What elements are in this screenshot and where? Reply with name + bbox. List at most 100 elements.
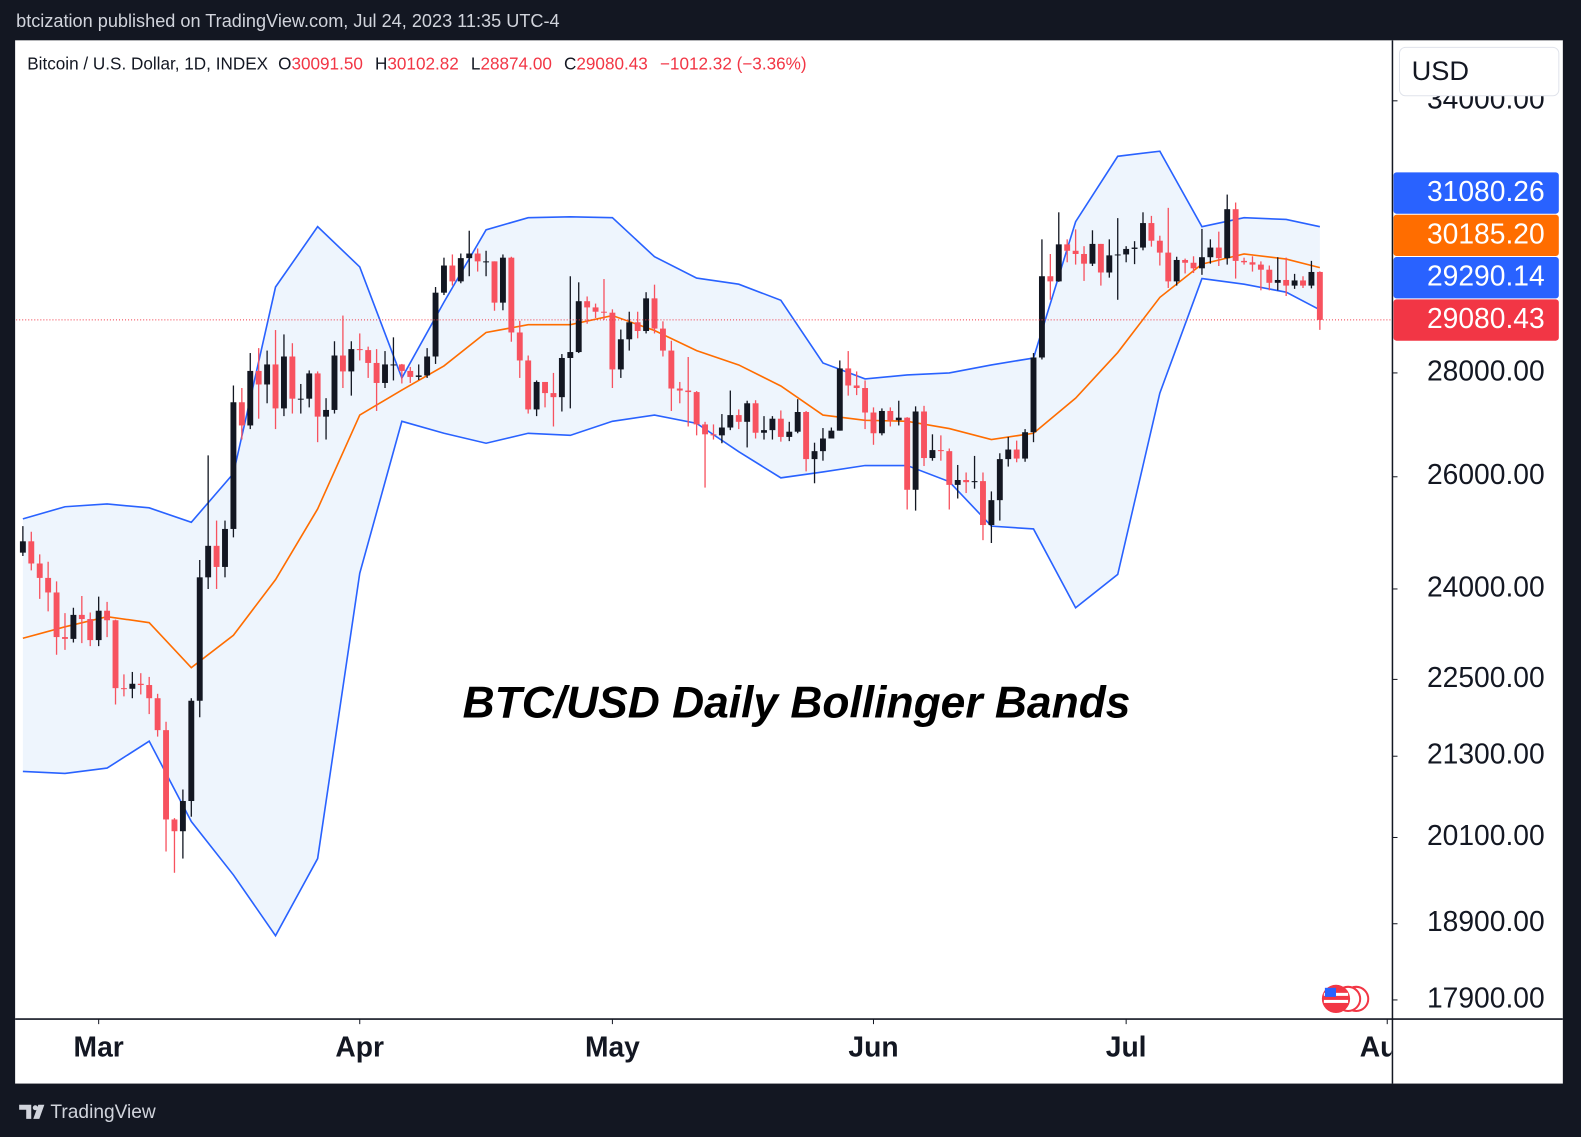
candle-body bbox=[230, 402, 237, 529]
band-line bbox=[22, 253, 1321, 669]
candle-body bbox=[558, 357, 565, 398]
candle-body bbox=[651, 298, 658, 329]
candle-body bbox=[971, 481, 978, 483]
candle-body bbox=[112, 620, 119, 689]
candle-body bbox=[1274, 279, 1281, 283]
candle-body bbox=[171, 819, 178, 832]
candle-body bbox=[718, 427, 725, 436]
candle-body bbox=[1089, 243, 1096, 264]
candle-body bbox=[441, 265, 447, 293]
y-tick-label: 20100.00 bbox=[1427, 819, 1545, 851]
candle-body bbox=[786, 431, 793, 437]
candle-body bbox=[120, 688, 127, 690]
candle-body bbox=[710, 434, 717, 436]
candle-body bbox=[424, 356, 431, 376]
candle-body bbox=[525, 360, 532, 410]
candle-body bbox=[584, 301, 591, 308]
legend-key: O bbox=[278, 53, 291, 73]
candle-body bbox=[988, 500, 995, 526]
price-badge bbox=[1393, 214, 1559, 257]
candle-body bbox=[1300, 280, 1306, 286]
price-badge bbox=[1393, 299, 1559, 341]
candle-body bbox=[769, 418, 776, 431]
candle-body bbox=[1232, 209, 1239, 261]
candle-body bbox=[592, 307, 599, 312]
candle-body bbox=[744, 403, 751, 422]
candle-body bbox=[289, 356, 296, 399]
band-line bbox=[22, 277, 1321, 938]
candle-body bbox=[196, 577, 203, 701]
y-tick-label: 22500.00 bbox=[1427, 661, 1545, 693]
candle-body bbox=[643, 298, 650, 332]
legend-value: 30102.82 bbox=[387, 53, 458, 73]
candle-body bbox=[516, 332, 523, 361]
candle-body bbox=[491, 261, 498, 303]
candle-body bbox=[281, 356, 287, 409]
candle-body bbox=[188, 700, 195, 802]
candle-body bbox=[1198, 257, 1205, 269]
candle-body bbox=[1038, 276, 1045, 358]
candle-body bbox=[533, 381, 540, 410]
y-tick-label: 18900.00 bbox=[1427, 905, 1545, 937]
candle-body bbox=[1072, 250, 1079, 254]
candle-body bbox=[28, 541, 35, 564]
candle-body bbox=[1123, 248, 1130, 255]
candle-body bbox=[542, 381, 548, 394]
candle-body bbox=[845, 368, 852, 386]
candle-body bbox=[390, 364, 397, 366]
candle-body bbox=[508, 257, 515, 333]
candle-body bbox=[339, 355, 346, 372]
candle-body bbox=[222, 528, 228, 567]
candle-body bbox=[407, 370, 414, 377]
brand: TradingView bbox=[50, 1102, 156, 1123]
published-note: btcization published on TradingView.com,… bbox=[16, 11, 559, 31]
candle-body bbox=[331, 355, 338, 410]
candle-body bbox=[365, 350, 372, 363]
candle-body bbox=[1064, 244, 1071, 251]
flag-icon bbox=[1321, 984, 1370, 1014]
candle-body bbox=[567, 352, 574, 358]
candle-body bbox=[702, 424, 708, 435]
currency[interactable]: USD bbox=[1412, 55, 1469, 86]
candle-body bbox=[929, 450, 936, 459]
candle-body bbox=[777, 418, 784, 437]
brand-logo bbox=[19, 1104, 45, 1119]
currency-box[interactable] bbox=[1399, 46, 1560, 97]
candle-body bbox=[432, 292, 439, 357]
candle-body bbox=[19, 541, 26, 553]
candle-body bbox=[255, 370, 262, 385]
chart-title: BTC/USD Daily Bollinger Bands bbox=[463, 678, 1131, 727]
candle-body bbox=[1047, 276, 1054, 282]
legend-change: −1012.32 (−3.36%) bbox=[660, 53, 807, 73]
candle-body bbox=[1283, 279, 1290, 286]
candle-body bbox=[828, 430, 835, 439]
band-fill bbox=[22, 151, 1320, 936]
candle-body bbox=[466, 253, 473, 259]
symbol: Bitcoin / U.S. Dollar, 1D, INDEX bbox=[27, 53, 268, 73]
candle-body bbox=[348, 349, 355, 372]
candle-body bbox=[1131, 247, 1138, 249]
candle-body bbox=[921, 411, 927, 459]
candle-body bbox=[878, 410, 885, 434]
candle-body bbox=[306, 373, 313, 399]
candle-body bbox=[1316, 271, 1323, 320]
candle-body bbox=[45, 577, 52, 593]
candle-body bbox=[895, 417, 902, 421]
candle-body bbox=[963, 480, 970, 483]
candle-body bbox=[904, 417, 911, 490]
candle-body bbox=[912, 411, 919, 490]
candle-body bbox=[1148, 223, 1155, 241]
candle-body bbox=[272, 364, 279, 409]
x-tick-label: Jul bbox=[1106, 1031, 1147, 1063]
x-tick-label: May bbox=[585, 1031, 640, 1063]
price-badges: 31080.26 30185.20 29290.14 29080.43 bbox=[1393, 172, 1559, 341]
y-tick-label: 21300.00 bbox=[1427, 738, 1545, 770]
candle-body bbox=[205, 545, 212, 578]
candle-body bbox=[78, 614, 85, 620]
y-tick-label: 17900.00 bbox=[1427, 981, 1545, 1013]
candle-body bbox=[146, 685, 153, 699]
x-tick-label: Aug bbox=[1360, 1031, 1415, 1063]
candle-body bbox=[550, 393, 557, 398]
legend-value: 30091.50 bbox=[291, 53, 362, 73]
